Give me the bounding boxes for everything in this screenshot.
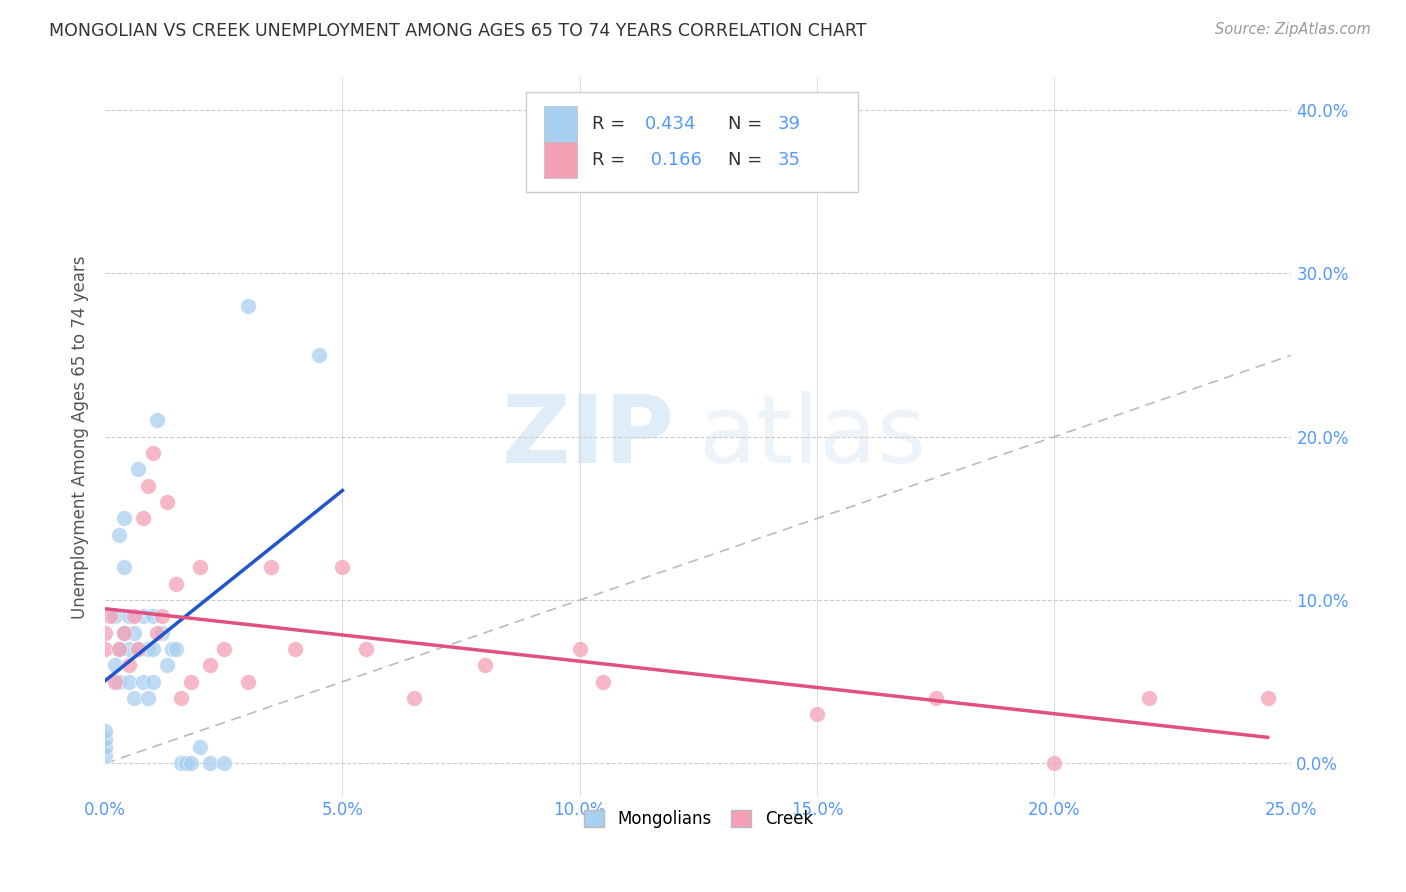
Point — [146, 413, 169, 427]
Point — [118, 658, 141, 673]
Point — [108, 642, 131, 657]
Point — [170, 691, 193, 706]
Point — [402, 691, 425, 706]
Point — [122, 609, 145, 624]
Text: MONGOLIAN VS CREEK UNEMPLOYMENT AMONG AGES 65 TO 74 YEARS CORRELATION CHART: MONGOLIAN VS CREEK UNEMPLOYMENT AMONG AG… — [49, 22, 866, 40]
FancyBboxPatch shape — [544, 142, 578, 178]
Point — [165, 576, 187, 591]
Text: R =: R = — [592, 115, 624, 133]
Text: ZIP: ZIP — [502, 391, 675, 483]
Point — [142, 446, 165, 460]
Point — [170, 756, 193, 771]
Text: atlas: atlas — [699, 391, 927, 483]
Text: Source: ZipAtlas.com: Source: ZipAtlas.com — [1215, 22, 1371, 37]
Point — [132, 674, 155, 689]
Point — [260, 560, 283, 574]
Point — [104, 658, 127, 673]
Text: 35: 35 — [778, 151, 801, 169]
Point — [112, 511, 135, 525]
Point — [122, 691, 145, 706]
Point — [212, 756, 235, 771]
Point — [94, 642, 117, 657]
Point — [308, 348, 330, 362]
Point — [1043, 756, 1066, 771]
Point — [112, 625, 135, 640]
Point — [112, 625, 135, 640]
Point — [1257, 691, 1279, 706]
Point — [198, 756, 221, 771]
Point — [136, 691, 159, 706]
FancyBboxPatch shape — [544, 106, 578, 142]
Point — [142, 609, 165, 624]
Point — [156, 495, 179, 509]
Text: 39: 39 — [778, 115, 801, 133]
Point — [212, 642, 235, 657]
Point — [474, 658, 496, 673]
Point — [127, 642, 149, 657]
Point — [132, 609, 155, 624]
Text: N =: N = — [728, 151, 762, 169]
Point — [98, 609, 121, 624]
Point — [568, 642, 591, 657]
Point — [108, 528, 131, 542]
Point — [236, 299, 259, 313]
Point — [104, 674, 127, 689]
Point — [127, 462, 149, 476]
Point — [188, 560, 211, 574]
Point — [104, 609, 127, 624]
Point — [236, 674, 259, 689]
Text: 0.434: 0.434 — [645, 115, 696, 133]
Y-axis label: Unemployment Among Ages 65 to 74 years: Unemployment Among Ages 65 to 74 years — [72, 255, 89, 618]
Point — [160, 642, 183, 657]
Text: 0.166: 0.166 — [645, 151, 702, 169]
Point — [142, 642, 165, 657]
Point — [118, 609, 141, 624]
Point — [108, 642, 131, 657]
Point — [354, 642, 377, 657]
Point — [1137, 691, 1160, 706]
Point — [94, 625, 117, 640]
Text: N =: N = — [728, 115, 762, 133]
Point — [94, 731, 117, 746]
Point — [118, 642, 141, 657]
Point — [146, 625, 169, 640]
Point — [180, 674, 202, 689]
Point — [924, 691, 946, 706]
Point — [122, 625, 145, 640]
Point — [150, 609, 173, 624]
Point — [165, 642, 187, 657]
Point — [198, 658, 221, 673]
Point — [94, 740, 117, 755]
Point — [112, 560, 135, 574]
Point — [136, 479, 159, 493]
Point — [156, 658, 179, 673]
Point — [180, 756, 202, 771]
Point — [108, 674, 131, 689]
Point — [592, 674, 614, 689]
Point — [132, 511, 155, 525]
FancyBboxPatch shape — [526, 92, 859, 193]
Text: R =: R = — [592, 151, 624, 169]
Point — [806, 707, 828, 722]
Point — [127, 642, 149, 657]
Point — [284, 642, 307, 657]
Point — [136, 642, 159, 657]
Point — [94, 723, 117, 738]
Legend: Mongolians, Creek: Mongolians, Creek — [576, 803, 820, 835]
Point — [118, 674, 141, 689]
Point — [150, 625, 173, 640]
Point — [188, 740, 211, 755]
Point — [174, 756, 197, 771]
Point — [94, 748, 117, 763]
Point — [142, 674, 165, 689]
Point — [332, 560, 354, 574]
